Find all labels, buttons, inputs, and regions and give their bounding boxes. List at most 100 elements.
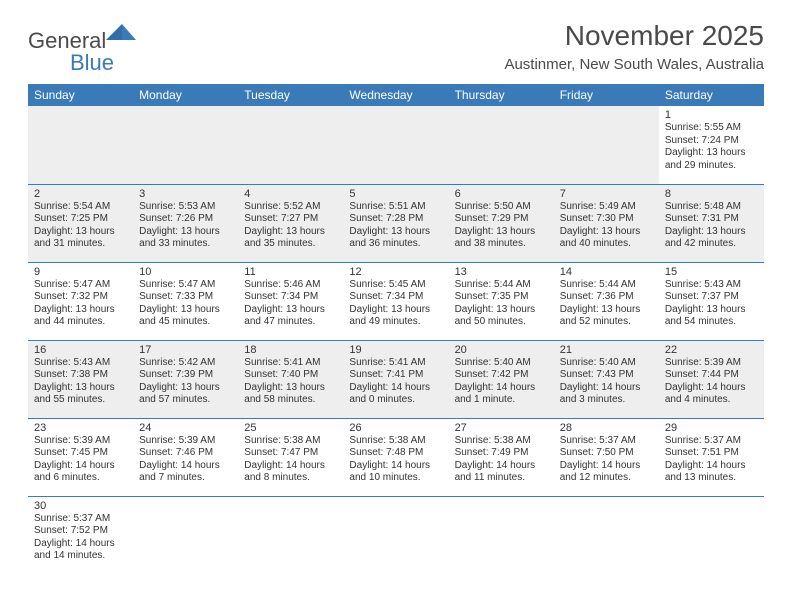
day-info-line: and 8 minutes. <box>244 472 337 485</box>
day-info-line: Sunset: 7:44 PM <box>665 369 758 382</box>
calendar-day-cell <box>238 106 343 184</box>
day-info-line: Sunset: 7:50 PM <box>560 447 653 460</box>
day-info-line: Sunrise: 5:42 AM <box>139 357 232 370</box>
day-number: 24 <box>139 422 232 434</box>
day-info-line: and 12 minutes. <box>560 472 653 485</box>
day-info-line: Daylight: 13 hours <box>349 304 442 317</box>
calendar-day-cell: 21Sunrise: 5:40 AMSunset: 7:43 PMDayligh… <box>554 340 659 418</box>
day-info-line: Sunrise: 5:47 AM <box>139 279 232 292</box>
day-info-line: and 31 minutes. <box>34 238 127 251</box>
day-info-line: Sunset: 7:43 PM <box>560 369 653 382</box>
calendar-day-cell: 14Sunrise: 5:44 AMSunset: 7:36 PMDayligh… <box>554 262 659 340</box>
day-info-line: Sunset: 7:46 PM <box>139 447 232 460</box>
day-number: 20 <box>455 344 548 356</box>
day-info-line: Sunrise: 5:46 AM <box>244 279 337 292</box>
weekday-header: Sunday <box>28 84 133 106</box>
day-info-line: and 54 minutes. <box>665 316 758 329</box>
calendar-day-cell <box>554 106 659 184</box>
day-info-line: Sunrise: 5:41 AM <box>244 357 337 370</box>
calendar-day-cell <box>449 106 554 184</box>
calendar-day-cell: 6Sunrise: 5:50 AMSunset: 7:29 PMDaylight… <box>449 184 554 262</box>
day-number: 19 <box>349 344 442 356</box>
day-info-line: Sunrise: 5:54 AM <box>34 201 127 214</box>
day-info-line: Daylight: 13 hours <box>244 226 337 239</box>
day-info-line: Sunrise: 5:40 AM <box>455 357 548 370</box>
day-info-line: Sunset: 7:49 PM <box>455 447 548 460</box>
calendar-week-row: 2Sunrise: 5:54 AMSunset: 7:25 PMDaylight… <box>28 184 764 262</box>
day-info-line: and 4 minutes. <box>665 394 758 407</box>
day-info-line: Sunrise: 5:49 AM <box>560 201 653 214</box>
calendar-day-cell: 30Sunrise: 5:37 AMSunset: 7:52 PMDayligh… <box>28 496 133 574</box>
day-info-line: and 50 minutes. <box>455 316 548 329</box>
day-number: 30 <box>34 500 127 512</box>
day-info-line: Daylight: 14 hours <box>349 382 442 395</box>
day-info-line: Daylight: 13 hours <box>34 226 127 239</box>
calendar-day-cell: 9Sunrise: 5:47 AMSunset: 7:32 PMDaylight… <box>28 262 133 340</box>
day-info-line: Sunset: 7:31 PM <box>665 213 758 226</box>
calendar-day-cell: 18Sunrise: 5:41 AMSunset: 7:40 PMDayligh… <box>238 340 343 418</box>
day-info-line: Sunrise: 5:37 AM <box>665 435 758 448</box>
day-info-line: Sunrise: 5:53 AM <box>139 201 232 214</box>
day-info-line: and 7 minutes. <box>139 472 232 485</box>
day-info-line: and 47 minutes. <box>244 316 337 329</box>
day-info-line: Sunset: 7:29 PM <box>455 213 548 226</box>
day-info-line: and 40 minutes. <box>560 238 653 251</box>
day-info-line: and 38 minutes. <box>455 238 548 251</box>
day-info-line: Sunset: 7:34 PM <box>349 291 442 304</box>
day-number: 27 <box>455 422 548 434</box>
day-info-line: and 52 minutes. <box>560 316 653 329</box>
calendar-day-cell: 17Sunrise: 5:42 AMSunset: 7:39 PMDayligh… <box>133 340 238 418</box>
calendar-day-cell: 3Sunrise: 5:53 AMSunset: 7:26 PMDaylight… <box>133 184 238 262</box>
day-info-line: and 13 minutes. <box>665 472 758 485</box>
day-info-line: and 55 minutes. <box>34 394 127 407</box>
day-info-line: Daylight: 14 hours <box>665 460 758 473</box>
day-info-line: Daylight: 13 hours <box>139 304 232 317</box>
calendar-day-cell: 13Sunrise: 5:44 AMSunset: 7:35 PMDayligh… <box>449 262 554 340</box>
day-info-line: and 57 minutes. <box>139 394 232 407</box>
calendar-day-cell <box>133 106 238 184</box>
day-number: 11 <box>244 266 337 278</box>
day-info-line: Sunset: 7:32 PM <box>34 291 127 304</box>
day-info-line: and 0 minutes. <box>349 394 442 407</box>
day-info-line: Daylight: 13 hours <box>455 304 548 317</box>
weekday-header: Wednesday <box>343 84 448 106</box>
calendar-week-row: 23Sunrise: 5:39 AMSunset: 7:45 PMDayligh… <box>28 418 764 496</box>
day-info-line: and 36 minutes. <box>349 238 442 251</box>
day-info-line: Daylight: 13 hours <box>349 226 442 239</box>
day-info-line: and 49 minutes. <box>349 316 442 329</box>
calendar-table: SundayMondayTuesdayWednesdayThursdayFrid… <box>28 84 764 574</box>
day-info-line: and 42 minutes. <box>665 238 758 251</box>
day-info-line: Sunset: 7:36 PM <box>560 291 653 304</box>
day-number: 26 <box>349 422 442 434</box>
day-info-line: Sunrise: 5:37 AM <box>560 435 653 448</box>
day-info-line: Daylight: 14 hours <box>349 460 442 473</box>
weekday-header: Tuesday <box>238 84 343 106</box>
day-info-line: Sunset: 7:25 PM <box>34 213 127 226</box>
calendar-day-cell <box>238 496 343 574</box>
day-info-line: Daylight: 13 hours <box>665 304 758 317</box>
day-info-line: Daylight: 13 hours <box>244 382 337 395</box>
calendar-day-cell: 28Sunrise: 5:37 AMSunset: 7:50 PMDayligh… <box>554 418 659 496</box>
day-info-line: Sunset: 7:37 PM <box>665 291 758 304</box>
day-info-line: Daylight: 13 hours <box>244 304 337 317</box>
day-info-line: Sunset: 7:40 PM <box>244 369 337 382</box>
day-info-line: and 14 minutes. <box>34 550 127 563</box>
day-info-line: Daylight: 14 hours <box>34 538 127 551</box>
day-info-line: Daylight: 13 hours <box>34 304 127 317</box>
calendar-day-cell: 11Sunrise: 5:46 AMSunset: 7:34 PMDayligh… <box>238 262 343 340</box>
day-info-line: Daylight: 14 hours <box>139 460 232 473</box>
calendar-week-row: 30Sunrise: 5:37 AMSunset: 7:52 PMDayligh… <box>28 496 764 574</box>
day-info-line: Sunset: 7:24 PM <box>665 135 758 148</box>
day-info-line: Daylight: 14 hours <box>455 382 548 395</box>
day-info-line: Daylight: 13 hours <box>560 226 653 239</box>
day-info-line: and 1 minute. <box>455 394 548 407</box>
day-info-line: Sunset: 7:42 PM <box>455 369 548 382</box>
day-number: 3 <box>139 188 232 200</box>
day-info-line: Sunrise: 5:43 AM <box>34 357 127 370</box>
day-info-line: Daylight: 13 hours <box>665 226 758 239</box>
day-info-line: Sunrise: 5:43 AM <box>665 279 758 292</box>
day-info-line: Daylight: 14 hours <box>34 460 127 473</box>
day-info-line: Daylight: 13 hours <box>34 382 127 395</box>
day-number: 28 <box>560 422 653 434</box>
day-info-line: and 6 minutes. <box>34 472 127 485</box>
